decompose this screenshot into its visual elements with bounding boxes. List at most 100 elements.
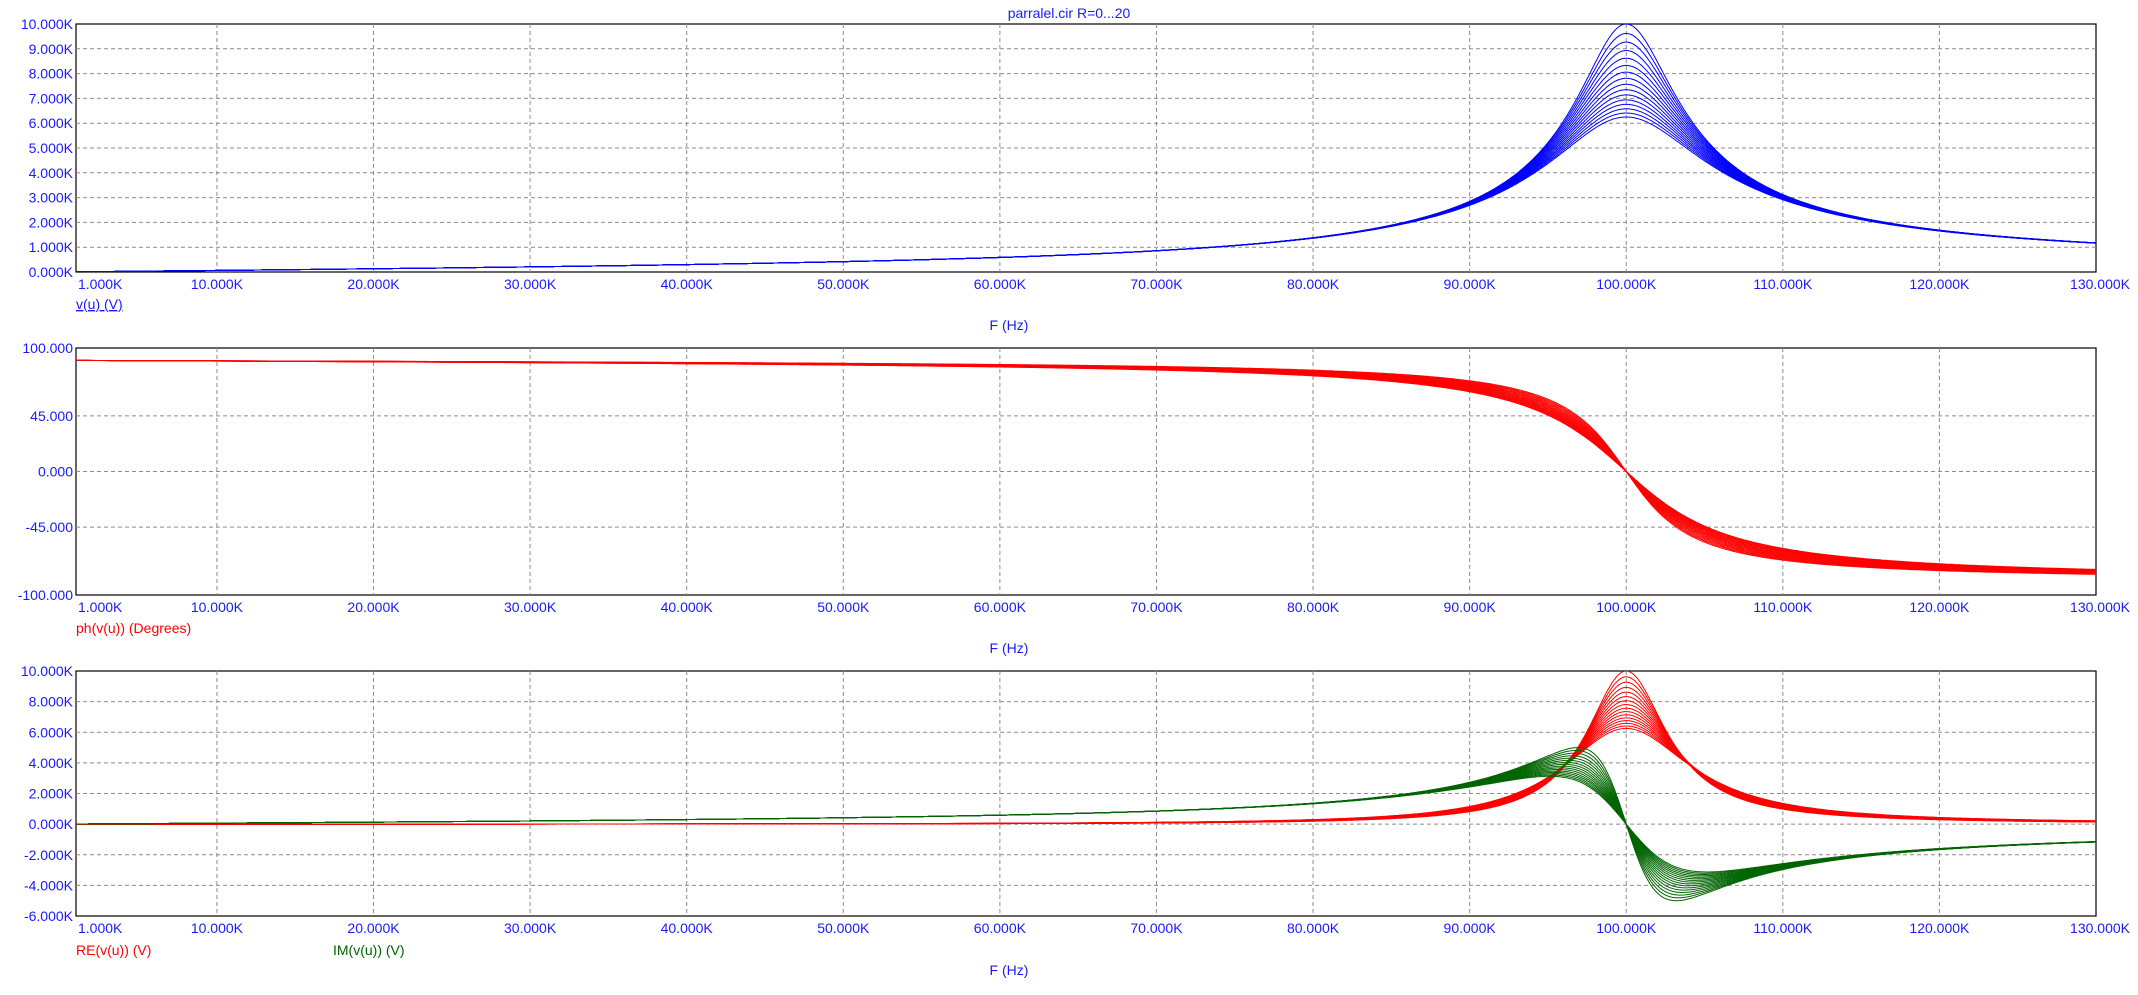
magnitude-trace [76, 77, 2096, 272]
y-tick-label: 4.000K [29, 755, 74, 771]
real-trace [76, 686, 2096, 825]
phase-trace [76, 359, 2096, 574]
x-tick-label: 120.000K [1909, 276, 1970, 292]
x-tick-label: 40.000K [661, 276, 714, 292]
trace-group [76, 671, 2096, 902]
magnitude-trace [76, 99, 2096, 272]
y-tick-label: 9.000K [29, 41, 74, 57]
y-tick-label: 0.000K [29, 816, 74, 832]
y-tick-label: 4.000K [29, 165, 74, 181]
x-tick-label: 40.000K [661, 920, 714, 936]
x-axis-label-magnitude: F (Hz) [990, 317, 1029, 333]
y-tick-label: 10.000K [21, 16, 74, 32]
trace-group [76, 24, 2096, 272]
y-tick-label: 8.000K [29, 66, 74, 82]
x-tick-label: 60.000K [974, 276, 1027, 292]
y-tick-label: 10.000K [21, 663, 74, 679]
legend-label-imag[interactable]: IM(v(u)) (V) [333, 942, 405, 958]
x-tick-label: 130.000K [2070, 920, 2131, 936]
x-tick-label: 1.000K [78, 920, 123, 936]
chart-title: parralel.cir R=0...20 [1008, 5, 1131, 21]
y-tick-label: 1.000K [29, 239, 74, 255]
magnitude-trace [76, 112, 2096, 272]
magnitude-trace [76, 64, 2096, 272]
x-tick-label: 20.000K [347, 599, 400, 615]
phase-trace [76, 359, 2096, 575]
phase-trace [76, 359, 2096, 574]
x-tick-label: 110.000K [1753, 599, 1813, 615]
x-tick-label: 100.000K [1596, 599, 1657, 615]
imag-trace [76, 775, 2096, 873]
phase-trace [76, 359, 2096, 573]
trace-group [76, 359, 2096, 575]
x-tick-label: 10.000K [191, 276, 244, 292]
phase-trace [76, 359, 2096, 571]
x-tick-label: 100.000K [1596, 276, 1657, 292]
x-tick-label: 30.000K [504, 599, 557, 615]
magnitude-trace [76, 89, 2096, 272]
phase-trace [76, 359, 2096, 575]
x-tick-label: 70.000K [1130, 599, 1183, 615]
y-tick-label: 45.000 [30, 408, 73, 424]
phase-trace [76, 359, 2096, 574]
y-tick-label: -6.000K [24, 908, 74, 924]
magnitude-trace [76, 50, 2096, 272]
x-tick-label: 80.000K [1287, 920, 1340, 936]
x-tick-label: 30.000K [504, 276, 557, 292]
x-tick-label: 120.000K [1909, 599, 1970, 615]
x-tick-label: 50.000K [817, 599, 870, 615]
x-axis-label-phase: F (Hz) [990, 640, 1029, 656]
phase-trace [76, 359, 2096, 572]
real-trace [76, 681, 2096, 825]
x-tick-label: 20.000K [347, 920, 400, 936]
y-tick-label: -2.000K [24, 847, 74, 863]
y-tick-label: 7.000K [29, 90, 74, 106]
x-tick-label: 10.000K [191, 599, 244, 615]
x-tick-label: 10.000K [191, 920, 244, 936]
phase-trace [76, 359, 2096, 573]
y-tick-label: 3.000K [29, 190, 74, 206]
real-trace [76, 691, 2096, 825]
magnitude-trace [76, 71, 2096, 272]
real-imag-plot: RE(v(u)) (V) IM(v(u)) (V) F (Hz) -6.000K… [21, 663, 2131, 978]
x-axis-label-real-imag: F (Hz) [990, 962, 1029, 978]
x-tick-label: 80.000K [1287, 599, 1340, 615]
phase-trace [76, 359, 2096, 572]
phase-trace [76, 359, 2096, 571]
y-tick-label: 6.000K [29, 724, 74, 740]
x-tick-label: 120.000K [1909, 920, 1970, 936]
x-tick-label: 130.000K [2070, 599, 2131, 615]
x-tick-label: 80.000K [1287, 276, 1340, 292]
y-tick-label: -45.000 [26, 519, 74, 535]
x-tick-label: 1.000K [78, 276, 123, 292]
legend-label-phase[interactable]: ph(v(u)) (Degrees) [76, 620, 191, 636]
magnitude-trace [76, 32, 2096, 272]
magnitude-trace [76, 94, 2096, 272]
real-trace [76, 727, 2096, 825]
y-tick-label: 6.000K [29, 115, 74, 131]
magnitude-trace [76, 83, 2096, 272]
x-tick-label: 110.000K [1753, 920, 1813, 936]
y-tick-label: 2.000K [29, 214, 74, 230]
y-tick-label: 2.000K [29, 786, 74, 802]
y-tick-label: -4.000K [24, 877, 74, 893]
magnitude-trace [76, 116, 2096, 272]
y-tick-label: 8.000K [29, 694, 74, 710]
phase-plot: ph(v(u)) (Degrees) F (Hz) -100.000 -45.00… [18, 340, 2131, 656]
x-tick-label: 30.000K [504, 920, 557, 936]
legend-label-magnitude[interactable]: v(u) (V) [76, 296, 123, 312]
y-tick-label: 0.000K [29, 264, 74, 280]
x-tick-label: 90.000K [1444, 276, 1497, 292]
x-tick-label: 60.000K [974, 920, 1027, 936]
legend-label-real[interactable]: RE(v(u)) (V) [76, 942, 151, 958]
phase-trace [76, 359, 2096, 572]
phase-trace [76, 359, 2096, 570]
x-tick-label: 70.000K [1130, 920, 1183, 936]
x-tick-label: 130.000K [2070, 276, 2131, 292]
x-tick-label: 100.000K [1596, 920, 1657, 936]
x-tick-label: 20.000K [347, 276, 400, 292]
x-tick-label: 50.000K [817, 276, 870, 292]
x-tick-label: 60.000K [974, 599, 1027, 615]
